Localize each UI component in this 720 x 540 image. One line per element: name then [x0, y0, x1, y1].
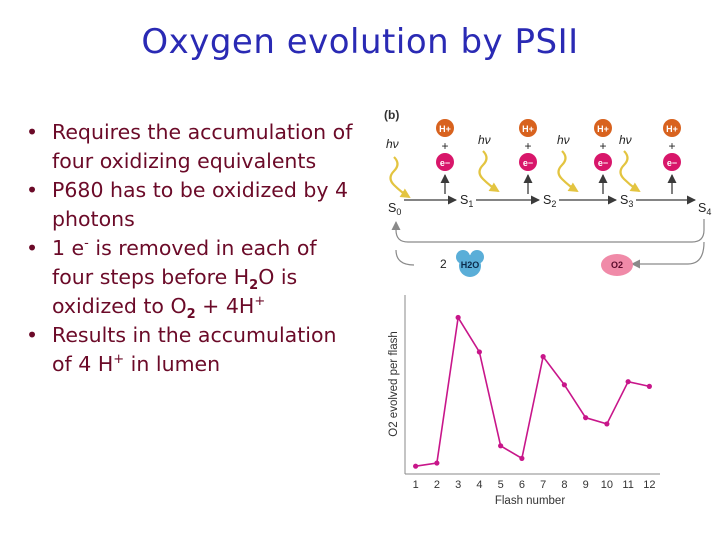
- bullet-text: in lumen: [124, 352, 221, 376]
- s-state-label: S1: [460, 193, 473, 209]
- electron-icon: [663, 153, 681, 171]
- bullet-text: Requires the accumulation of four oxidiz…: [52, 120, 353, 173]
- bullet-list: Requires the accumulation of four oxidiz…: [26, 118, 356, 379]
- plus-sign: +: [441, 139, 448, 153]
- water-label: H2O: [461, 260, 480, 270]
- charge-column: H+ + e−: [663, 119, 681, 194]
- oxygen-out-arrow: [631, 241, 705, 269]
- plus-sign: +: [599, 139, 606, 153]
- bullet-text: 1 e: [52, 236, 85, 260]
- x-tick-label: 4: [476, 479, 482, 491]
- x-tick-label: 12: [643, 479, 655, 491]
- x-tick-label: 8: [561, 479, 567, 491]
- data-point: [604, 421, 610, 427]
- x-axis-label: Flash number: [495, 495, 565, 507]
- subscript: 2: [249, 278, 259, 294]
- psii-figure: (b) hν hν hν hν H+ + e− H+ + e− H+ + e− …: [384, 108, 711, 507]
- x-tick-label: 3: [455, 479, 461, 491]
- proton-icon: [594, 119, 612, 137]
- electron-label: e−: [667, 158, 677, 168]
- oxygen-label: O2: [611, 260, 623, 270]
- charge-column: H+ + e−: [519, 119, 537, 194]
- data-point: [434, 460, 440, 466]
- bullet-text: O is oxidized to O: [52, 265, 298, 318]
- return-loop-arrow: [391, 219, 705, 243]
- subscript: 2: [186, 307, 196, 323]
- data-point: [540, 354, 546, 360]
- water-molecule-icon: [456, 250, 484, 277]
- superscript: +: [254, 294, 266, 310]
- bullet-text: P680 has to be oxidized by 4 photons: [52, 178, 349, 231]
- x-tick-label: 10: [601, 479, 613, 491]
- data-point: [476, 349, 482, 355]
- proton-icon: [663, 119, 681, 137]
- s-state-label: S2: [543, 193, 556, 209]
- plus-sign: +: [668, 139, 675, 153]
- bullet-text: is removed in each of four steps before …: [52, 236, 317, 289]
- s-state-label: S0: [388, 201, 401, 217]
- photon-arrow: [478, 150, 500, 193]
- y-axis-label: O2 evolved per flash: [388, 331, 400, 436]
- photon-label: hν: [386, 137, 399, 151]
- superscript: +: [113, 352, 125, 368]
- electron-icon: [436, 153, 454, 171]
- electron-icon: [519, 153, 537, 171]
- bullet-item: Requires the accumulation of four oxidiz…: [26, 118, 356, 176]
- electron-icon: [594, 153, 612, 171]
- plus-sign: +: [524, 139, 531, 153]
- proton-icon: [519, 119, 537, 137]
- data-point: [561, 382, 567, 388]
- panel-label: (b): [384, 108, 399, 122]
- series-line: [415, 315, 650, 467]
- electron-label: e−: [440, 158, 450, 168]
- x-tick-label: 2: [434, 479, 440, 491]
- data-point: [625, 379, 631, 385]
- bullet-text: Results in the accumulation of 4 H: [52, 323, 337, 376]
- data-point: [498, 443, 504, 449]
- electron-label: e−: [523, 158, 533, 168]
- bullet-item: Results in the accumulation of 4 H+ in l…: [26, 321, 356, 379]
- data-point: [519, 455, 525, 461]
- slide-title: Oxygen evolution by PSII: [141, 22, 579, 62]
- photon-label: hν: [478, 133, 491, 147]
- x-tick-label: 1: [413, 479, 419, 491]
- electron-label: e−: [598, 158, 608, 168]
- x-tick-label: 9: [583, 479, 589, 491]
- s-state-label: S4: [698, 201, 711, 217]
- s-state-label: S3: [620, 193, 633, 209]
- photon-arrow: [619, 150, 641, 193]
- bullet-item: 1 e- is removed in each of four steps be…: [26, 234, 356, 321]
- bullet-item: P680 has to be oxidized by 4 photons: [26, 176, 356, 234]
- bullet-text: + 4H: [195, 294, 255, 318]
- proton-label: H+: [666, 124, 678, 134]
- proton-label: H+: [522, 124, 534, 134]
- superscript: -: [84, 236, 89, 252]
- data-point: [583, 415, 589, 421]
- charge-column: H+ + e−: [594, 119, 612, 194]
- photon-arrow: [389, 156, 411, 199]
- data-point: [646, 383, 652, 389]
- oxygen-molecule-icon: [601, 254, 633, 276]
- data-point: [455, 314, 461, 321]
- photon-arrow: [557, 150, 579, 193]
- photon-label: hν: [619, 133, 632, 147]
- proton-label: H+: [597, 124, 609, 134]
- water-count: 2: [440, 257, 447, 271]
- charge-column: H+ + e−: [436, 119, 454, 194]
- x-tick-label: 11: [622, 479, 633, 491]
- x-tick-label: 7: [540, 479, 546, 491]
- proton-icon: [436, 119, 454, 137]
- water-in-arrow: [395, 249, 415, 266]
- proton-label: H+: [439, 124, 451, 134]
- data-point: [413, 463, 419, 469]
- x-tick-label: 5: [498, 479, 504, 491]
- photon-label: hν: [557, 133, 570, 147]
- x-tick-label: 6: [519, 479, 525, 491]
